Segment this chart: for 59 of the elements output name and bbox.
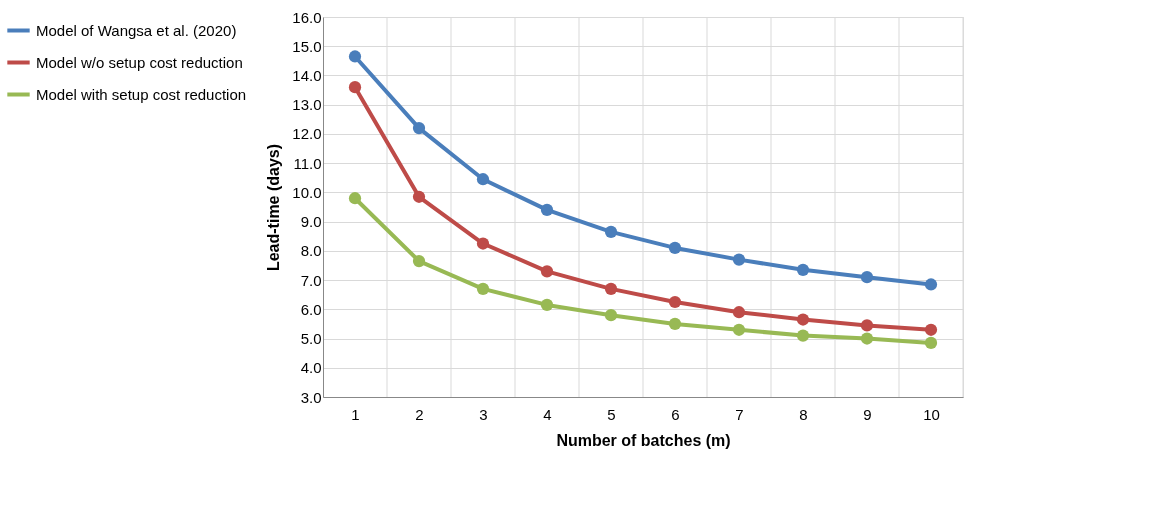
y-tick-label: 10.0 xyxy=(292,183,322,201)
y-axis-title: Lead-time (days) xyxy=(265,143,283,272)
point xyxy=(924,323,938,336)
point xyxy=(860,271,874,284)
point xyxy=(348,81,362,94)
x-tick-label: 1 xyxy=(351,405,360,423)
point xyxy=(540,203,554,217)
point xyxy=(924,278,938,291)
point xyxy=(796,329,810,342)
point xyxy=(732,306,746,319)
point xyxy=(924,336,938,350)
y-tick-label: 5.0 xyxy=(300,330,322,348)
x-tick-label: 9 xyxy=(863,405,872,423)
point xyxy=(604,309,618,322)
y-tick-label: 11.0 xyxy=(293,154,322,172)
point xyxy=(860,319,874,332)
point xyxy=(412,121,426,135)
legend-label: Model with setup cost reduction xyxy=(36,85,247,103)
x-tick-label: 2 xyxy=(415,405,424,423)
legend-label: Model w/o setup cost reduction xyxy=(36,53,243,71)
point xyxy=(732,253,746,266)
point xyxy=(604,225,618,238)
point xyxy=(540,265,554,278)
point xyxy=(796,313,810,326)
y-tick-label: 13.0 xyxy=(292,96,322,114)
point xyxy=(348,192,362,205)
point xyxy=(348,50,362,63)
x-tick-label: 10 xyxy=(923,405,940,423)
x-axis-title: Number of batches (m) xyxy=(556,431,731,449)
point xyxy=(412,254,426,268)
point xyxy=(668,295,682,309)
point xyxy=(476,282,490,295)
point xyxy=(476,173,490,186)
x-tick-label: 7 xyxy=(735,405,744,423)
y-tick-label: 4.0 xyxy=(300,359,322,377)
point xyxy=(604,282,618,295)
y-tick-label: 3.0 xyxy=(300,388,322,406)
point xyxy=(476,237,490,250)
y-tick-label: 14.0 xyxy=(292,66,322,84)
x-tick-label: 6 xyxy=(671,405,680,423)
legend-label: Model of Wangsa et al. (2020) xyxy=(36,21,237,39)
point xyxy=(412,190,426,203)
point xyxy=(668,317,682,331)
point xyxy=(668,241,682,255)
y-tick-label: 12.0 xyxy=(292,125,322,143)
y-tick-label: 6.0 xyxy=(300,300,322,318)
y-tick-label: 15.0 xyxy=(292,37,322,55)
point xyxy=(796,263,810,276)
x-tick-label: 5 xyxy=(607,405,616,423)
y-tick-label: 16.0 xyxy=(292,8,322,26)
x-tick-label: 8 xyxy=(799,405,808,423)
point xyxy=(540,298,554,312)
x-tick-label: 4 xyxy=(543,405,552,423)
x-tick-label: 3 xyxy=(479,405,488,423)
y-tick-label: 8.0 xyxy=(300,242,322,260)
point xyxy=(732,323,746,336)
y-tick-label: 7.0 xyxy=(300,271,322,289)
y-tick-label: 9.0 xyxy=(300,213,322,231)
point xyxy=(860,332,874,345)
